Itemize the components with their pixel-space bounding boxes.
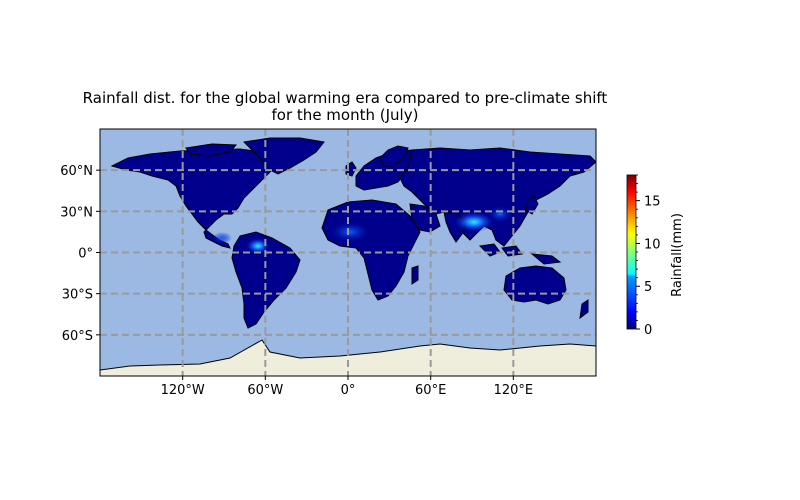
gridlines [100, 129, 596, 376]
lon-label: 60°E [415, 383, 446, 398]
lon-label: 0° [341, 383, 356, 398]
south-america [231, 231, 301, 329]
lon-label: 120°E [494, 383, 534, 398]
asia [399, 147, 596, 247]
colorbar-label: Rainfall(mm) [670, 213, 685, 297]
hotspot-east-asia [488, 206, 512, 222]
lon-label: 120°W [161, 383, 205, 398]
lat-label: 60°N [60, 164, 93, 179]
lat-label: 60°S [62, 329, 93, 344]
latitude-labels: 60°N 30°N 0° 30°S 60°S [60, 164, 100, 344]
hotspot-amazon [246, 238, 270, 254]
colorbar-tick-label: 0 [644, 323, 652, 338]
map-title-line-1: Rainfall dist. for the global warming er… [82, 89, 608, 107]
japan [525, 195, 539, 215]
colorbar: 0 5 10 15 Rainfall(mm) [626, 174, 685, 338]
longitude-labels: 120°W 60°W 0° 60°E 120°E [161, 376, 534, 398]
lat-label: 30°S [62, 288, 93, 303]
scandinavia [379, 145, 409, 167]
colorbar-tick-label: 15 [644, 195, 661, 210]
colorbar-tick-label: 10 [644, 237, 661, 252]
hotspot-west-africa [330, 222, 370, 242]
new-zealand [579, 299, 589, 320]
antarctica [100, 339, 596, 376]
lat-label: 30°N [60, 205, 93, 220]
hotspot-south-asia [454, 212, 494, 232]
madagascar [411, 265, 419, 285]
hotspot-central-america [212, 232, 232, 244]
lat-label: 0° [78, 247, 93, 262]
colorbar-ticks: 0 5 10 15 [636, 174, 661, 338]
colorbar-tick-label: 5 [644, 280, 652, 295]
arctic-islands [185, 143, 238, 157]
rainfall-hotspots [212, 206, 512, 254]
greenland [242, 137, 325, 175]
colorbar-gradient [626, 174, 637, 330]
lon-label: 60°W [247, 383, 283, 398]
map-title-line-2: for the month (July) [271, 106, 419, 124]
